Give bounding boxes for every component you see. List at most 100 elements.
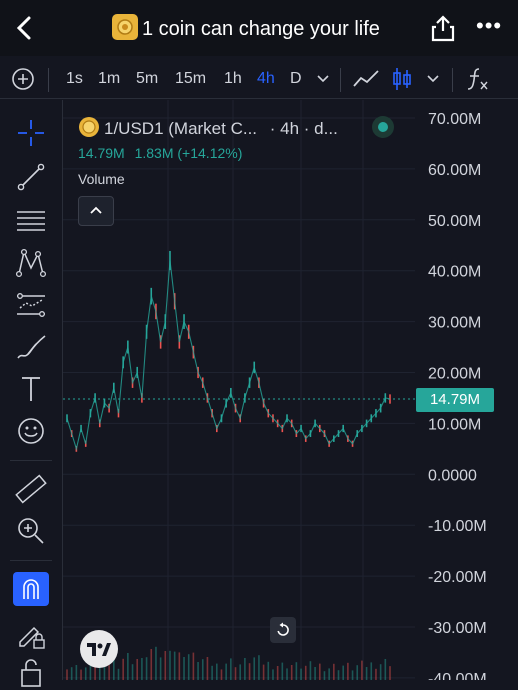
volume-bar [131, 664, 134, 680]
reset-chart-button[interactable] [270, 617, 296, 643]
lock-drawing-icon[interactable] [14, 616, 48, 650]
chevron-up-icon [90, 206, 102, 214]
chevron-down-icon[interactable] [426, 74, 440, 84]
volume-bar [197, 662, 199, 680]
volume-bar [361, 660, 363, 680]
volume-bar [314, 667, 316, 680]
forecasting-tool-icon[interactable] [14, 288, 48, 322]
current-value: 14.79M [78, 145, 125, 161]
drawing-toolbar [0, 100, 63, 687]
brush-icon[interactable] [14, 330, 48, 364]
volume-bar [84, 667, 87, 680]
reset-icon [277, 622, 289, 636]
volume-bar [150, 649, 153, 680]
price-axis-label: 60.00M [428, 162, 481, 179]
volume-bar [206, 657, 209, 680]
volume-bar [342, 665, 344, 680]
volume-bar [183, 657, 185, 680]
sun-coin-icon [79, 117, 99, 137]
indicator-legend[interactable]: Volume [78, 171, 125, 187]
volume-bar [187, 654, 190, 680]
volume-bar [304, 665, 307, 680]
price-series [63, 250, 415, 452]
price-chart[interactable]: 70.00M 60.00M 50.00M 40.00M 30.00M 20.00M 10.0… [63, 100, 518, 680]
magnet-mode-button[interactable] [13, 572, 49, 606]
volume-bar [375, 668, 377, 680]
volume-bar [239, 664, 242, 680]
volume-bar [80, 669, 82, 680]
share-icon[interactable] [430, 14, 456, 42]
volume-bar [178, 652, 181, 680]
volume-bar [351, 670, 354, 680]
sun-coin-icon [112, 14, 138, 40]
volume-bar [248, 663, 251, 680]
toolbar-divider [48, 68, 49, 92]
ruler-icon[interactable] [14, 472, 48, 506]
price-line [66, 260, 391, 451]
zoom-in-icon[interactable] [14, 514, 48, 548]
volume-bar [384, 659, 387, 680]
price-axis-label: -10.00M [428, 518, 487, 535]
price-axis: 70.00M 60.00M 50.00M 40.00M 30.00M 20.00M 10.0… [428, 111, 487, 680]
volume-bar [70, 667, 73, 680]
volume-bar [192, 652, 195, 680]
toolbar-divider [10, 460, 52, 461]
collapse-legend-button[interactable] [78, 196, 114, 226]
value-legend: 14.79M 1.83M (+14.12%) [78, 145, 242, 161]
volume-bar [290, 665, 293, 680]
chevron-down-icon[interactable] [316, 74, 330, 84]
volume-bar [365, 667, 368, 680]
volume-bar [145, 657, 148, 680]
trend-line-icon[interactable] [14, 160, 48, 194]
price-axis-label: 0.0000 [428, 467, 477, 484]
line-chart-type-icon[interactable] [352, 68, 380, 90]
volume-bar [333, 663, 335, 680]
volume-bar [230, 658, 232, 680]
interval-5m[interactable]: 5m [136, 70, 159, 87]
price-axis-label: -20.00M [428, 569, 487, 586]
interval-1m[interactable]: 1m [98, 70, 121, 87]
interval-15m[interactable]: 15m [175, 70, 207, 87]
price-axis-label: 40.00M [428, 264, 481, 281]
price-axis-label: 30.00M [428, 315, 481, 332]
interval-1h[interactable]: 1h [224, 70, 242, 87]
volume-bar [169, 650, 171, 680]
volume-bar [356, 665, 359, 680]
magnet-icon [23, 579, 39, 599]
market-status-icon [372, 116, 394, 138]
more-options-icon[interactable]: ••• [476, 13, 503, 38]
chart-toolbar: 1s 1m 5m 15m 1h 4h D [0, 60, 518, 99]
text-tool-icon[interactable] [14, 372, 48, 406]
symbol-legend[interactable]: 1/USD1 (Market C... · 4h · d... [78, 116, 338, 139]
volume-bar [244, 658, 246, 680]
volume-bar [98, 664, 101, 680]
tradingview-logo [80, 630, 118, 668]
toolbar-divider [452, 68, 453, 92]
lock-icon[interactable] [14, 656, 48, 690]
volume-bar [267, 661, 270, 680]
back-arrow-icon[interactable] [12, 14, 36, 42]
fib-retracement-icon[interactable] [14, 204, 48, 238]
volume-bar [108, 665, 110, 680]
interval-4h[interactable]: 4h [257, 70, 275, 87]
volume-bar [347, 662, 349, 680]
volume-bar [66, 669, 68, 680]
emoji-icon[interactable] [14, 414, 48, 448]
volume-bars [66, 646, 391, 680]
candlestick-chart-type-icon[interactable] [392, 66, 412, 92]
interval-d[interactable]: D [290, 70, 302, 87]
pattern-tool-icon[interactable] [14, 246, 48, 280]
volume-bar [220, 669, 223, 680]
volume-bar [159, 657, 162, 680]
volume-bar [117, 668, 120, 680]
tradingview-logo-icon [87, 643, 111, 656]
price-axis-label: -30.00M [428, 620, 487, 637]
volume-bar [103, 657, 106, 680]
crosshair-icon[interactable] [14, 116, 48, 150]
add-symbol-icon[interactable] [10, 66, 36, 92]
indicators-fx-icon[interactable] [466, 66, 490, 92]
volume-bar [262, 664, 265, 680]
volume-bar [328, 668, 330, 680]
interval-1s[interactable]: 1s [66, 70, 83, 87]
volume-bar [122, 658, 124, 680]
